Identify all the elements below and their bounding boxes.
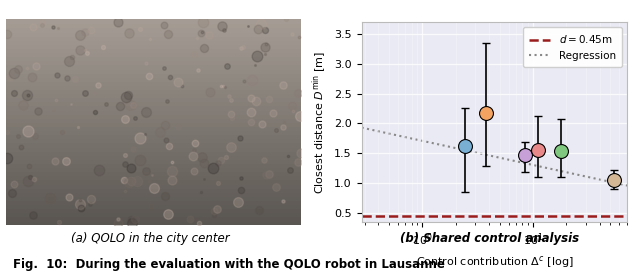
Bar	[6, 118, 301, 122]
Bar	[6, 68, 301, 73]
Bar	[6, 97, 301, 101]
Bar	[6, 23, 301, 27]
Bar	[6, 212, 301, 216]
Point	[609, 178, 619, 182]
Bar	[6, 93, 301, 97]
Legend: $d = 0.45$m, Regression: $d = 0.45$m, Regression	[524, 27, 622, 67]
X-axis label: Control contribution $\Delta^c$ [log]: Control contribution $\Delta^c$ [log]	[415, 254, 573, 270]
Bar	[6, 85, 301, 89]
Bar	[6, 114, 301, 118]
Bar	[6, 36, 301, 40]
Bar	[6, 60, 301, 64]
Bar	[6, 142, 301, 147]
Bar	[6, 171, 301, 175]
Bar	[6, 19, 301, 23]
Bar	[6, 151, 301, 155]
Bar	[6, 167, 301, 171]
Bar	[6, 77, 301, 81]
Bar	[6, 221, 301, 225]
Bar	[6, 44, 301, 48]
Bar	[6, 52, 301, 56]
Bar	[6, 81, 301, 85]
Bar	[6, 27, 301, 32]
Bar	[6, 48, 301, 52]
Text: Fig.  10:  During the evaluation with the QOLO robot in Lausanne: Fig. 10: During the evaluation with the …	[13, 258, 445, 270]
Bar	[6, 204, 301, 208]
Bar	[6, 200, 301, 204]
Bar	[6, 155, 301, 159]
Bar	[6, 163, 301, 167]
Bar	[6, 40, 301, 44]
Text: (a) QOLO in the city center: (a) QOLO in the city center	[71, 232, 230, 244]
Bar	[6, 208, 301, 212]
Bar	[6, 138, 301, 142]
Bar	[6, 64, 301, 68]
Bar	[6, 147, 301, 151]
Text: (b) Shared control analysis: (b) Shared control analysis	[400, 232, 579, 244]
Bar	[6, 175, 301, 179]
Bar	[6, 196, 301, 200]
Bar	[6, 56, 301, 60]
Bar	[6, 192, 301, 196]
Bar	[6, 179, 301, 184]
Bar	[6, 105, 301, 110]
Bar	[6, 101, 301, 105]
Bar	[6, 134, 301, 138]
Bar	[6, 110, 301, 114]
Point	[532, 148, 543, 153]
Bar	[6, 126, 301, 130]
Y-axis label: Closest distance $D^{\min}$ [m]: Closest distance $D^{\min}$ [m]	[310, 50, 328, 193]
Point	[520, 153, 531, 157]
Point	[481, 111, 491, 115]
Bar	[6, 73, 301, 77]
Bar	[6, 184, 301, 188]
Bar	[6, 130, 301, 134]
Bar	[6, 122, 301, 126]
Bar	[6, 159, 301, 163]
Point	[460, 143, 470, 148]
Bar	[6, 188, 301, 192]
Bar	[6, 216, 301, 221]
Bar	[6, 89, 301, 93]
Bar	[6, 32, 301, 36]
Point	[556, 149, 566, 154]
